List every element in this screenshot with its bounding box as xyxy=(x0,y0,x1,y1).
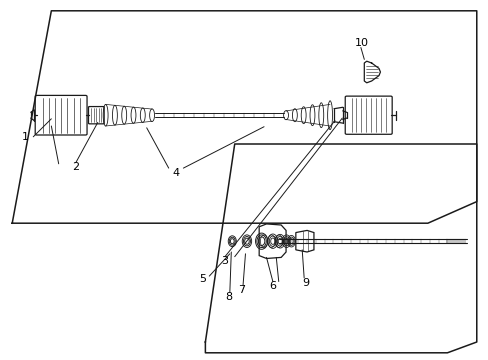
Text: 2: 2 xyxy=(72,162,79,172)
Text: 7: 7 xyxy=(238,285,245,295)
Text: 9: 9 xyxy=(302,278,308,288)
Text: 4: 4 xyxy=(172,168,179,178)
Text: 1: 1 xyxy=(22,132,29,142)
Text: 5: 5 xyxy=(199,274,206,284)
Text: 6: 6 xyxy=(269,281,276,291)
Text: 10: 10 xyxy=(354,38,368,48)
Text: 8: 8 xyxy=(225,292,232,302)
Text: 3: 3 xyxy=(221,256,228,266)
